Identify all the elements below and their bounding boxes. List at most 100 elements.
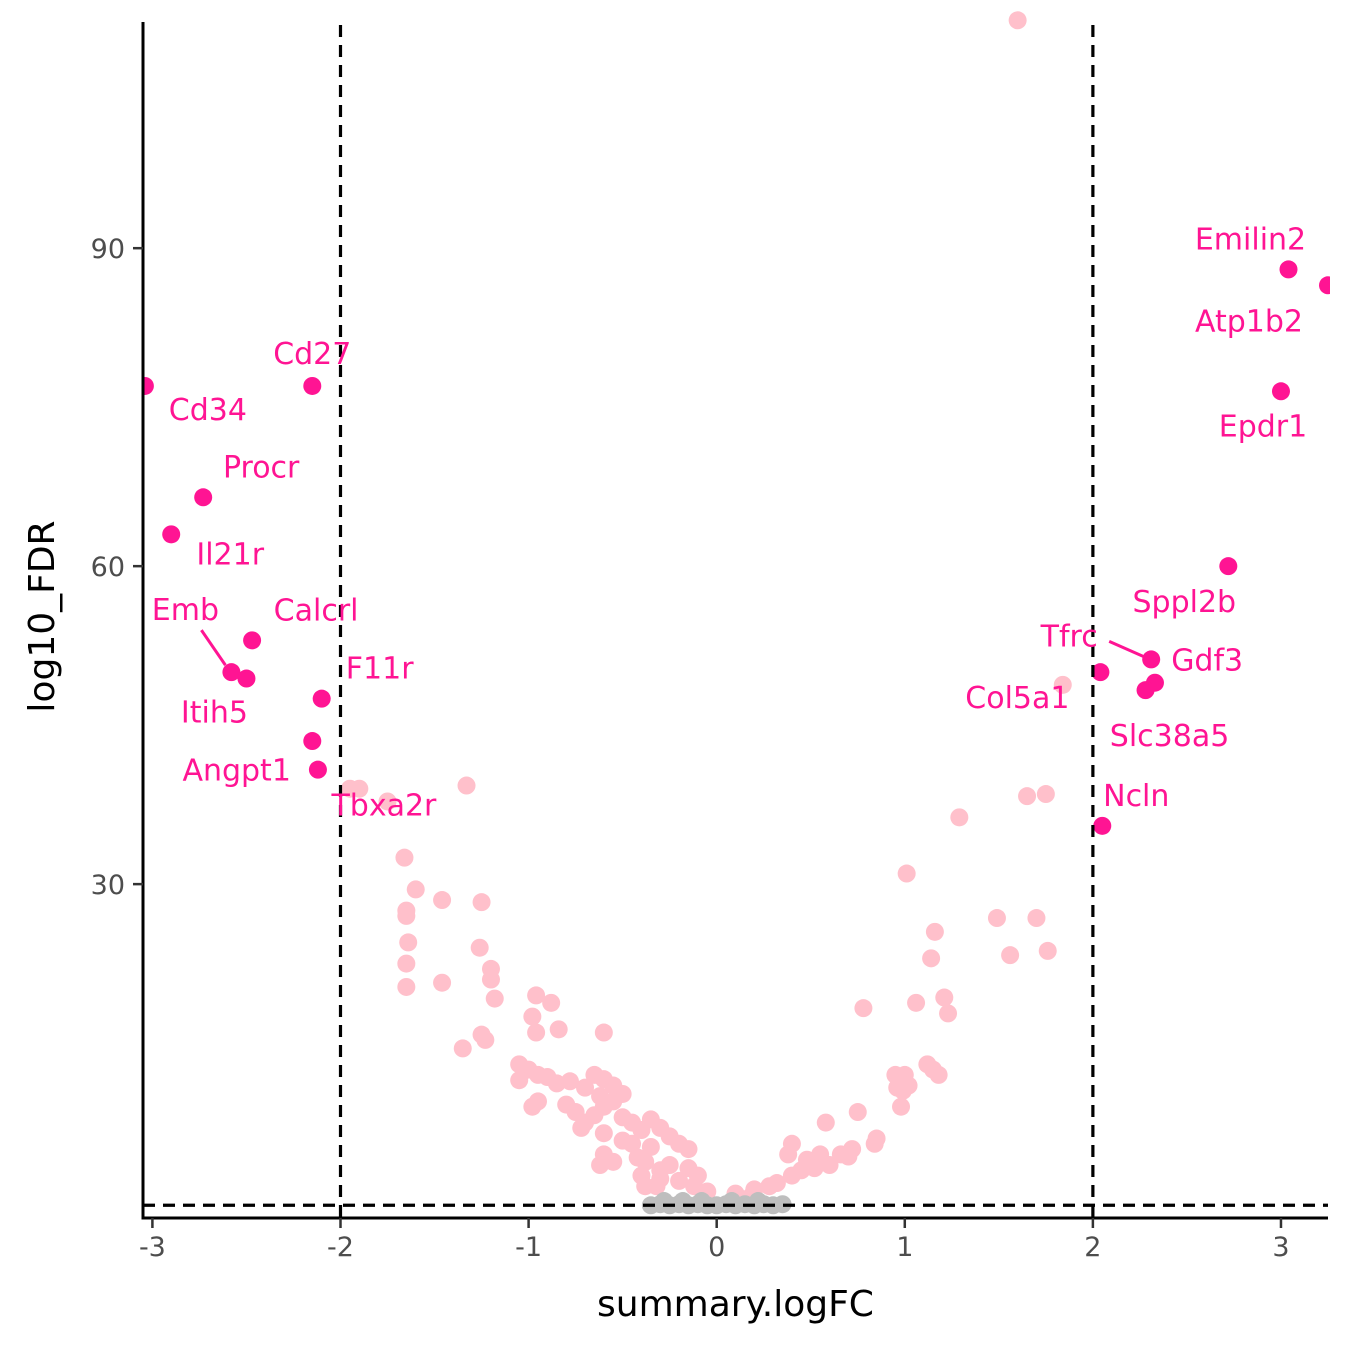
moderate-point	[865, 1134, 884, 1153]
significant-point	[308, 760, 327, 779]
gene-label-atp1b2: Atp1b2	[1195, 304, 1303, 339]
significant-point	[1319, 276, 1330, 295]
nonsignificant-point	[692, 1192, 711, 1211]
moderate-point	[839, 1147, 858, 1166]
moderate-point	[604, 1092, 623, 1111]
plot-area: Cd27 Cd34 Procr Il21r Emb Calcrl Itih5 F11r Angp…	[143, 11, 1330, 1218]
significant-point	[162, 525, 181, 544]
moderate-point	[397, 977, 416, 996]
moderate-point	[820, 1156, 839, 1175]
moderate-point	[560, 1072, 579, 1091]
nonsignificant-point	[722, 1192, 741, 1211]
y-axis-title: log10_FDR	[22, 520, 63, 712]
gene-label-gdf3: Gdf3	[1171, 643, 1243, 678]
y-tick-label: 30	[91, 870, 125, 901]
moderate-point	[679, 1140, 698, 1159]
moderate-point	[549, 1020, 568, 1039]
moderate-point	[670, 1171, 689, 1190]
significant-point	[312, 689, 331, 708]
gene-label-col5a1: Col5a1	[965, 681, 1069, 716]
significant-point	[237, 669, 256, 688]
significant-point	[222, 663, 241, 682]
moderate-point	[816, 1113, 835, 1132]
moderate-point	[922, 949, 941, 968]
gene-label-tbxa2r: Tbxa2r	[330, 789, 437, 824]
x-tick-label: 2	[1084, 1232, 1101, 1263]
gene-label-emb: Emb	[152, 593, 219, 628]
gene-label-angpt1: Angpt1	[182, 754, 290, 789]
gene-label-cd27: Cd27	[273, 337, 351, 372]
moderate-point	[987, 909, 1006, 928]
moderate-point	[925, 922, 944, 941]
moderate-point	[897, 864, 916, 883]
significant-point	[1271, 382, 1290, 401]
moderate-point	[893, 1081, 912, 1100]
significant-point	[303, 376, 322, 395]
significant-point	[194, 488, 213, 507]
x-tick-label: -1	[515, 1232, 542, 1263]
moderate-point	[636, 1152, 655, 1171]
moderate-point	[647, 1177, 666, 1196]
moderate-point	[632, 1121, 651, 1140]
gene-label-procr: Procr	[223, 450, 300, 485]
moderate-point	[399, 933, 418, 952]
x-tick-label: 3	[1272, 1232, 1289, 1263]
threshold-lines	[143, 25, 1328, 1218]
nonsignificant-point	[655, 1192, 674, 1211]
moderate-point	[523, 1007, 542, 1026]
moderate-point	[939, 1004, 958, 1023]
moderate-point	[527, 1023, 546, 1042]
moderate-point	[433, 891, 452, 910]
gene-label-sppl2b: Sppl2b	[1133, 585, 1237, 620]
moderate-point	[572, 1118, 591, 1137]
nonsignificant-point	[749, 1192, 768, 1211]
moderate-point	[779, 1145, 798, 1164]
gene-label-f11r: F11r	[346, 652, 414, 687]
tfrc-leader-line	[1108, 640, 1144, 658]
moderate-point	[935, 988, 954, 1007]
moderate-point	[523, 1097, 542, 1116]
y-tick-label: 60	[91, 552, 125, 583]
gene-label-calcrl: Calcrl	[274, 593, 359, 628]
moderate-point	[350, 779, 369, 798]
moderate-point	[660, 1156, 679, 1175]
moderate-point	[1001, 946, 1020, 965]
moderate-point	[641, 1137, 660, 1156]
y-tick-label: 90	[91, 234, 125, 265]
moderate-point	[406, 880, 425, 899]
points-layer	[143, 11, 1330, 1215]
x-tick-label: 0	[708, 1232, 725, 1263]
x-axis-title: summary.logFC	[597, 1284, 874, 1325]
moderate-point	[395, 848, 414, 867]
emb-leader-line	[200, 629, 227, 666]
moderate-point	[433, 973, 452, 992]
moderate-point	[476, 1030, 495, 1049]
axes: -3 -2 -1 0 1 2 3 30 60 90 summary.logFC log10_FD…	[22, 22, 1328, 1325]
moderate-point	[453, 1039, 472, 1058]
moderate-point	[1008, 11, 1027, 30]
moderate-point	[892, 1097, 911, 1116]
moderate-point	[576, 1078, 595, 1097]
moderate-point	[481, 970, 500, 989]
x-tick-label: 1	[896, 1232, 913, 1263]
gene-label-emilin2: Emilin2	[1195, 222, 1306, 257]
moderate-point	[1027, 909, 1046, 928]
significant-point	[243, 631, 262, 650]
gene-label-cd34: Cd34	[169, 393, 247, 428]
moderate-point	[470, 938, 489, 957]
significant-point	[1142, 650, 1161, 669]
gene-label-tfrc: Tfrc	[1040, 619, 1098, 654]
moderate-point	[929, 1065, 948, 1084]
x-axis-ticks: -3 -2 -1 0 1 2 3	[139, 1218, 1290, 1263]
moderate-point	[1036, 785, 1055, 804]
significant-point	[1091, 663, 1110, 682]
gene-label-ncln: Ncln	[1103, 779, 1169, 814]
moderate-point	[594, 1124, 613, 1143]
gene-label-il21r: Il21r	[196, 537, 264, 572]
moderate-point	[542, 993, 561, 1012]
moderate-point	[1038, 941, 1057, 960]
moderate-point	[760, 1177, 779, 1196]
gene-label-epdr1: Epdr1	[1219, 409, 1307, 444]
significant-point	[1093, 816, 1112, 835]
